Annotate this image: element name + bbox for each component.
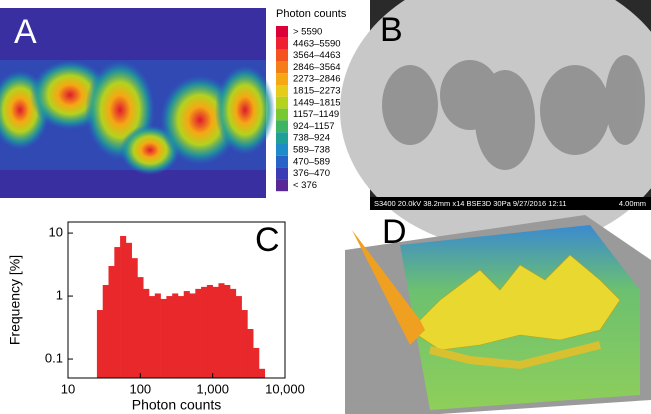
legend-label: < 376 — [293, 180, 317, 191]
legend-swatch — [276, 144, 288, 156]
x-tick-label: 10 — [61, 381, 75, 396]
bar — [125, 242, 132, 378]
bar — [206, 284, 213, 378]
legend-swatch — [276, 61, 288, 74]
y-tick-label: 1 — [56, 288, 63, 303]
panel-label: C — [255, 221, 280, 259]
heatmap — [0, 8, 275, 198]
bar — [120, 235, 127, 378]
legend-swatch — [276, 132, 288, 144]
bar — [149, 296, 156, 378]
legend-swatch — [276, 155, 288, 168]
legend-swatch — [276, 26, 288, 38]
surface-plot — [345, 215, 651, 414]
legend-swatch — [276, 179, 288, 192]
legend-label: 2273–2846 — [293, 74, 341, 85]
bar — [195, 288, 202, 378]
bar — [247, 328, 254, 378]
bar — [218, 283, 225, 378]
legend-label: 3564–4463 — [293, 50, 341, 61]
legend-swatch — [276, 85, 288, 97]
bar — [177, 296, 185, 378]
legend-swatch — [276, 120, 288, 133]
bar — [102, 284, 109, 378]
bar — [166, 296, 173, 378]
bar — [172, 293, 179, 378]
legend: Photon counts > 55904463–55903564–4463284… — [276, 8, 347, 192]
bar — [108, 266, 115, 378]
bar — [160, 298, 167, 378]
y-tick-label: 0.1 — [45, 350, 63, 365]
sem-scale: 4.00mm — [619, 199, 646, 208]
panel-label: A — [14, 13, 37, 51]
bar — [230, 288, 237, 378]
bar — [183, 291, 190, 378]
bar — [224, 284, 231, 378]
bar — [154, 293, 161, 378]
legend-label: 470–589 — [293, 156, 330, 167]
legend-label: 1449–1815 — [293, 97, 341, 108]
legend-label: 1815–2273 — [293, 86, 341, 97]
legend-swatch — [276, 37, 288, 50]
plot-frame — [67, 221, 286, 379]
bar — [201, 286, 208, 378]
legend-swatch — [276, 108, 288, 121]
x-axis-title: Photon counts — [132, 397, 222, 413]
legend-label: 589–738 — [293, 145, 330, 156]
panel-label: D — [382, 213, 407, 251]
bar — [114, 247, 121, 378]
bar — [241, 310, 248, 378]
legend-swatch — [276, 73, 288, 85]
bar — [258, 368, 266, 378]
legend-title: Photon counts — [276, 8, 347, 20]
panel-label: B — [380, 11, 403, 49]
sem-image: S3400 20.0kV 38.2mm x14 BSE3D 30Pa 9/27/… — [340, 0, 651, 250]
bar — [253, 347, 260, 378]
legend-label: 376–470 — [293, 168, 330, 179]
histogram: 10 100 1,000 10,000 0.1 1 10 Photon counts Frequ… — [7, 221, 305, 413]
legend-label: 1157–1149 — [293, 109, 339, 120]
y-tick-label: 10 — [49, 225, 63, 240]
bar — [189, 293, 196, 378]
sem-info: S3400 20.0kV 38.2mm x14 BSE3D 30Pa 9/27/… — [374, 199, 567, 208]
x-tick-label: 10,000 — [265, 381, 305, 396]
bar — [235, 296, 242, 378]
x-tick-label: 1,000 — [196, 381, 229, 396]
legend-label: 4463–5590 — [293, 38, 341, 49]
x-tick-label: 100 — [129, 381, 151, 396]
legend-label: > 5590 — [293, 27, 322, 38]
bar — [137, 277, 144, 378]
bar — [131, 258, 138, 378]
bar — [96, 310, 104, 378]
legend-label: 924–1157 — [293, 121, 335, 132]
legend-swatch — [276, 167, 288, 180]
legend-swatch — [276, 96, 288, 109]
legend-label: 2846–3564 — [293, 62, 341, 73]
bar — [212, 286, 219, 378]
legend-label: 738–924 — [293, 133, 330, 144]
bar — [143, 288, 150, 378]
y-axis-title: Frequency [%] — [7, 255, 23, 345]
legend-swatch — [276, 49, 288, 62]
